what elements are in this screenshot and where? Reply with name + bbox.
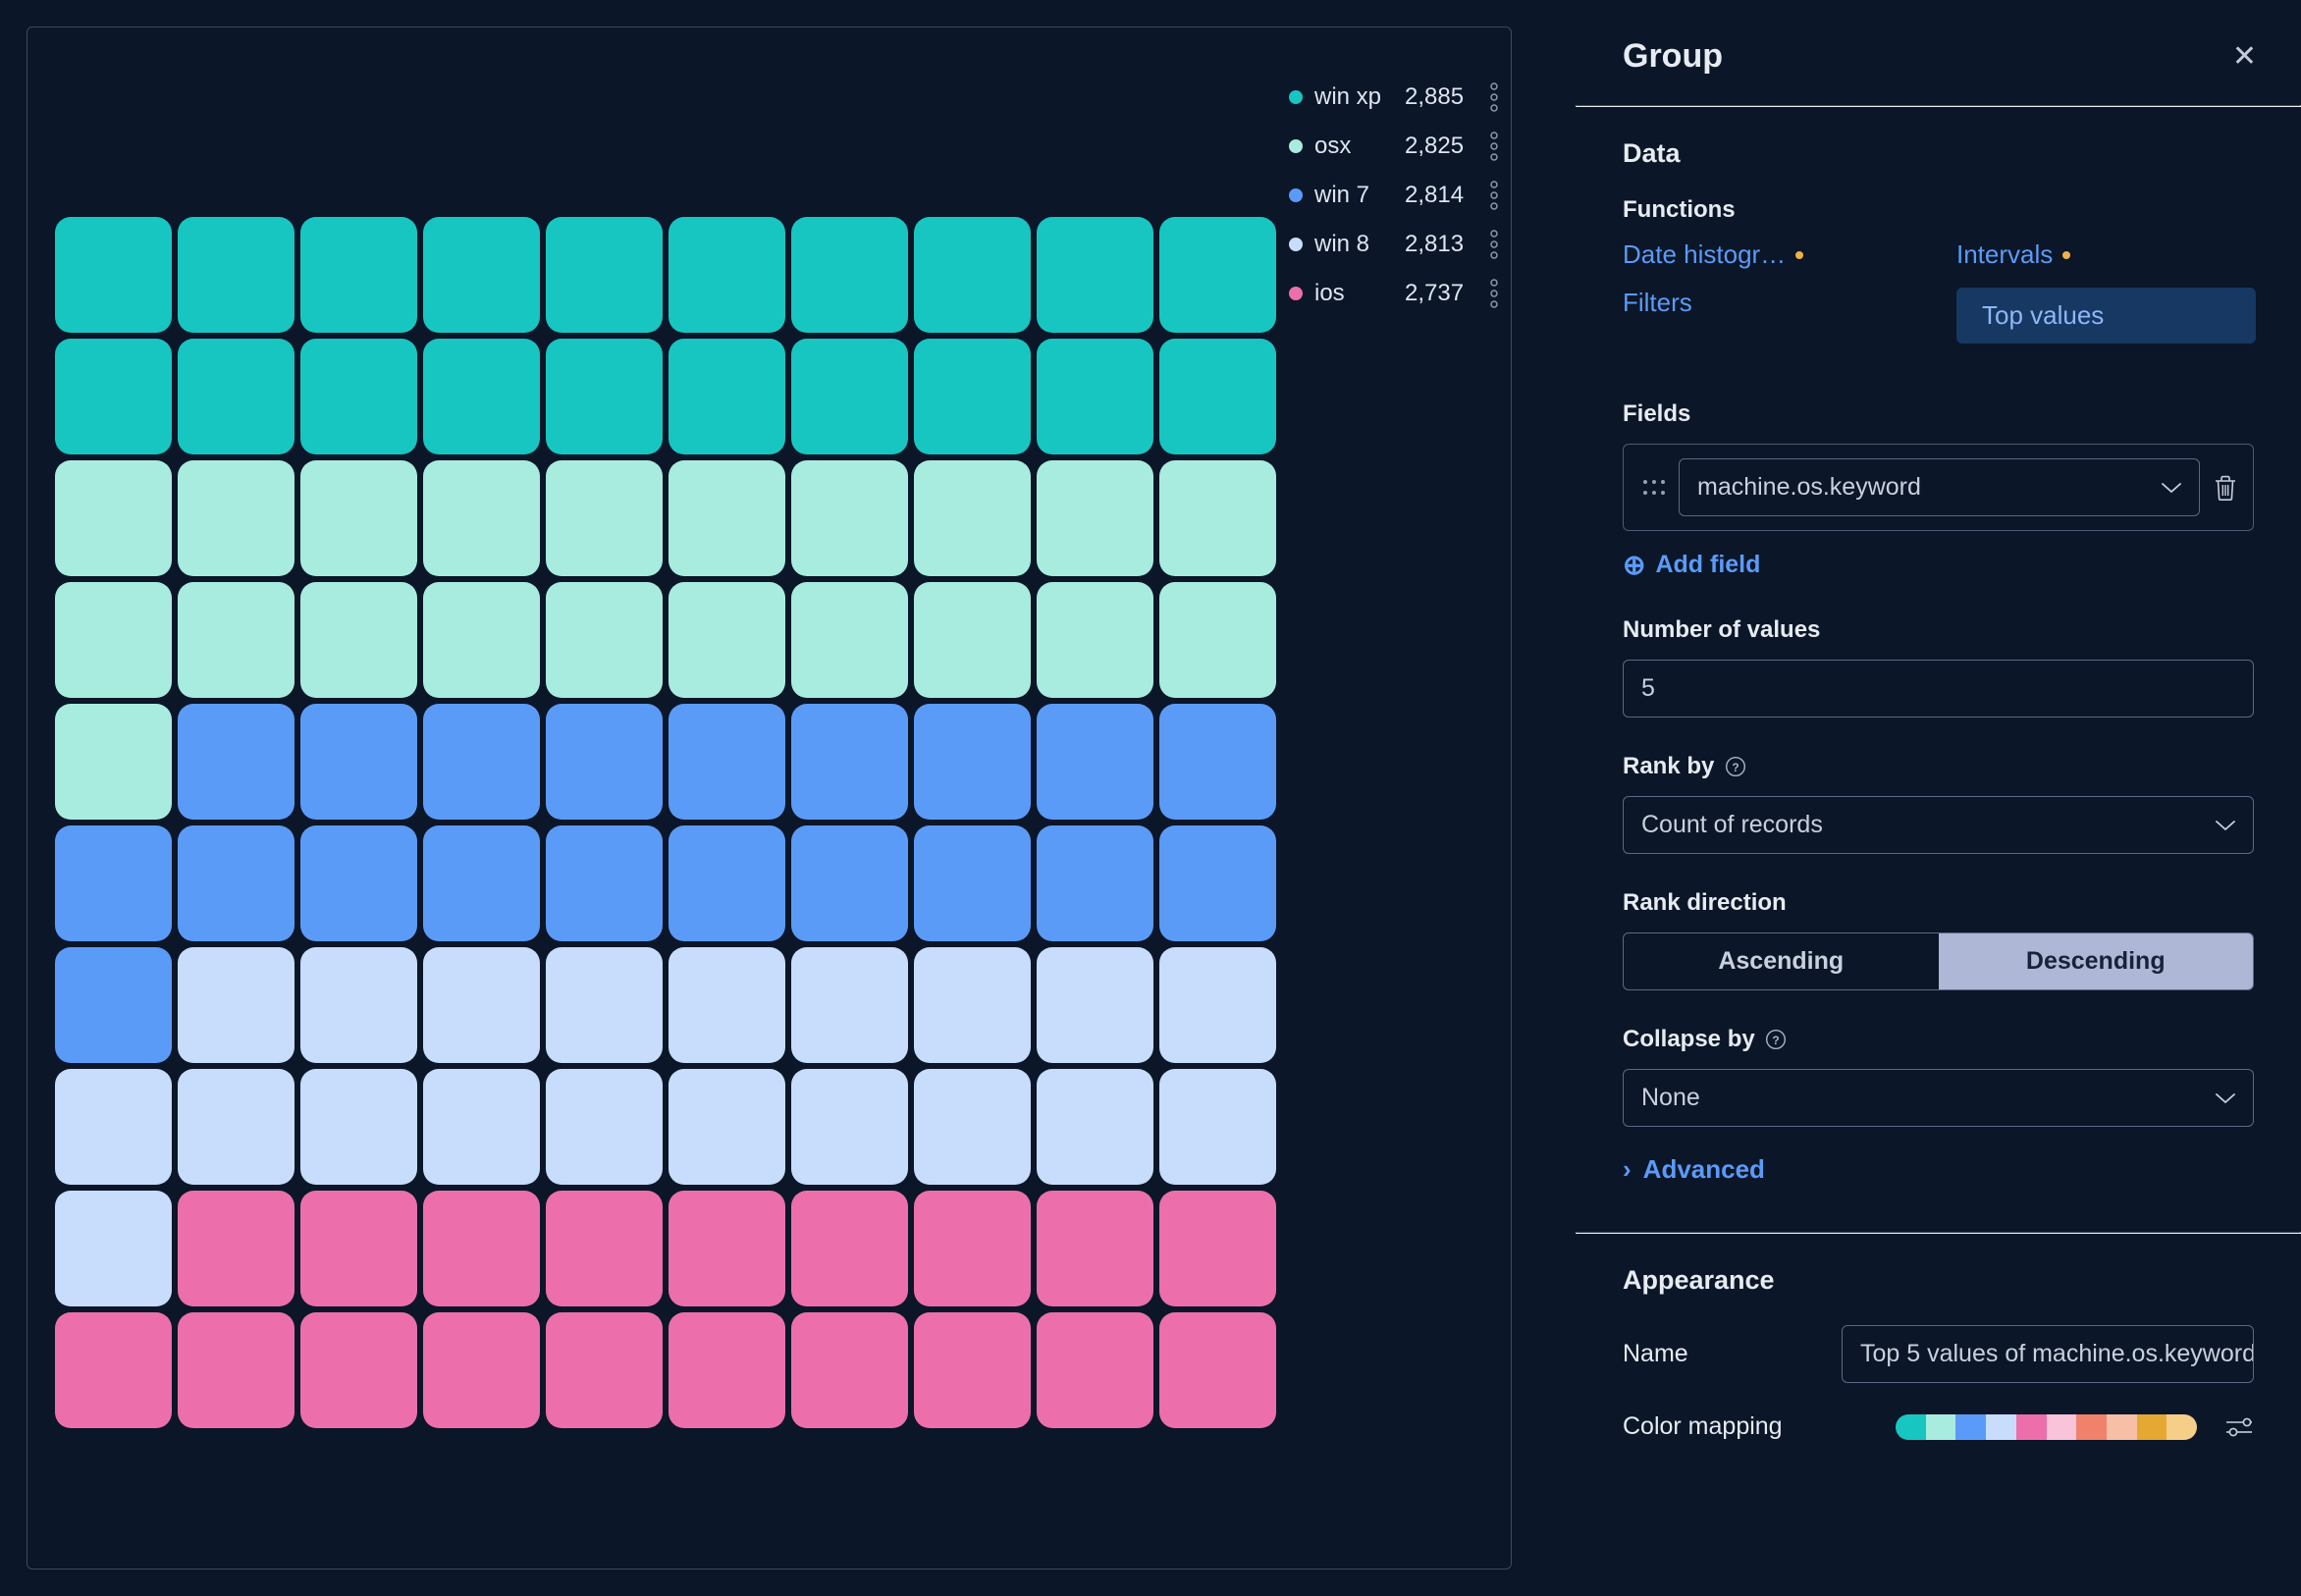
svg-text:?: ? [1732, 761, 1739, 774]
svg-text:?: ? [1773, 1034, 1780, 1047]
